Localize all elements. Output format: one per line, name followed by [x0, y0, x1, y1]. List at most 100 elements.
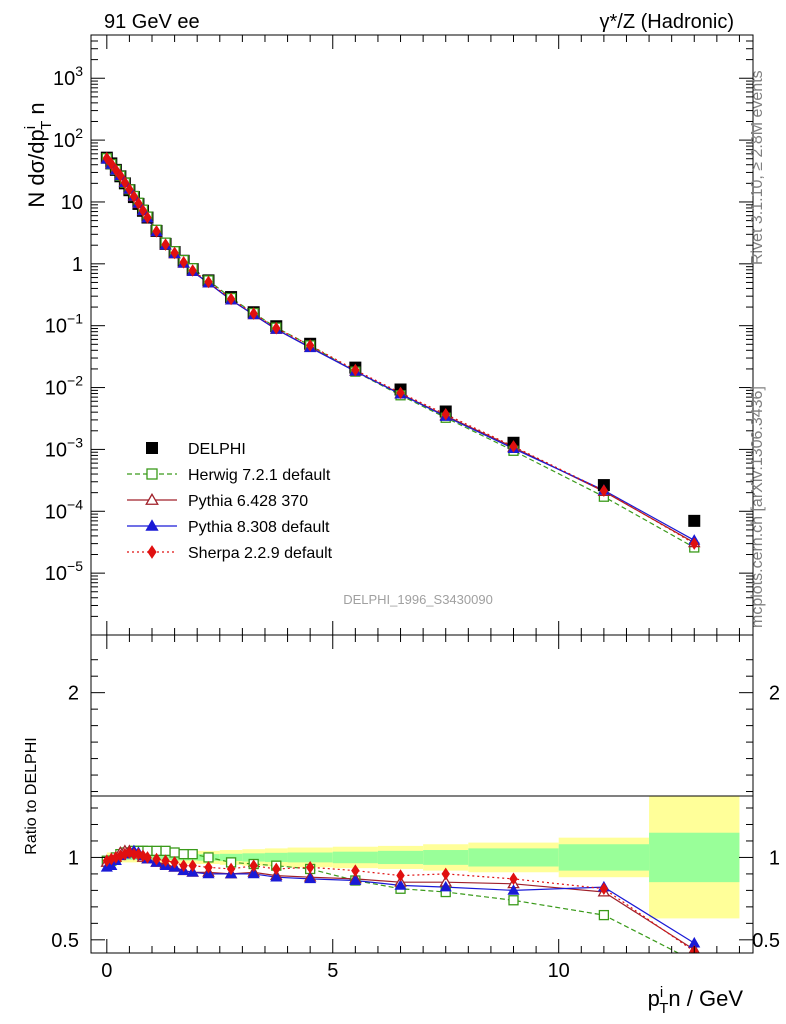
data-point — [599, 484, 609, 498]
right-title: γ*/Z (Hadronic) — [600, 11, 734, 33]
ratio-point — [247, 867, 260, 879]
x-tick-label: 10 — [548, 960, 570, 982]
ratio-point — [170, 856, 179, 869]
ratio-point — [508, 895, 519, 906]
stat-uncertainty-band — [242, 853, 265, 862]
data-point — [125, 183, 134, 196]
ratio-point — [509, 872, 518, 886]
ratio-frame — [90, 634, 754, 954]
data-point — [179, 255, 188, 269]
ratio-point — [169, 847, 180, 858]
data-point — [226, 292, 236, 306]
ratio-panel: 0.5 0.5 1 1 2 2 0 5 10 Ratio to DELPHI pi Tn / G… — [23, 634, 780, 1017]
ratio-point — [439, 880, 452, 892]
legend-label: Sherpa 2.2.9 default — [188, 545, 333, 562]
y-tick-label-right: 2 — [769, 683, 780, 705]
legend-marker — [145, 492, 159, 505]
ratio-point — [396, 869, 405, 882]
legend-label: Pythia 8.308 default — [188, 519, 330, 536]
y-tick-label: 103 — [53, 63, 83, 90]
main-y-axis: 10−5 10−4 10−3 10−2 10−1 1 10 102 103 — [45, 34, 753, 636]
main-x-ticks — [106, 35, 740, 635]
ratio-point — [305, 861, 315, 874]
data-point — [188, 264, 197, 277]
ratio-x-axis: 0 5 10 — [101, 635, 740, 982]
main-y-axis-label: N dσ/dpiT n — [22, 102, 55, 207]
ratio-point — [349, 874, 362, 885]
y-tick-label: 102 — [53, 125, 83, 152]
stat-uncertainty-band — [423, 850, 469, 865]
x-tick-label: 5 — [327, 960, 338, 982]
ratio-point — [178, 848, 189, 860]
ratio-point — [249, 859, 258, 872]
data-point — [690, 537, 699, 550]
stat-uncertainty-band — [649, 832, 740, 883]
y-tick-label: 1 — [68, 847, 79, 869]
legend-label: DELPHI — [188, 441, 246, 458]
main-series-markers — [100, 151, 701, 553]
y-tick-label: 10−3 — [45, 434, 83, 461]
ratio-point — [188, 859, 197, 872]
data-point — [170, 246, 179, 260]
data-point — [129, 190, 139, 203]
data-point — [152, 225, 161, 238]
left-title: 91 GeV ee — [104, 11, 200, 33]
ratio-point — [394, 879, 407, 890]
y-tick-label: 1 — [72, 254, 83, 276]
data-point — [441, 407, 450, 421]
ratio-point — [143, 851, 152, 864]
ratio-point — [187, 848, 198, 860]
data-point — [688, 514, 701, 527]
x-axis-label: pi Tn / GeV — [648, 984, 744, 1017]
ratio-point — [351, 864, 360, 877]
data-point — [116, 169, 125, 183]
y-tick-label: 10−5 — [45, 558, 83, 585]
ratio-point — [161, 854, 170, 868]
rivet-version-label: Rivet 3.1.10, ≥ 2.8M events — [749, 70, 766, 265]
y-tick-label: 0.5 — [51, 930, 79, 952]
legend-marker — [145, 519, 159, 531]
x-tick-label: 0 — [101, 960, 112, 982]
y-tick-label: 2 — [68, 683, 79, 705]
y-tick-label: 10−1 — [45, 311, 83, 338]
ratio-point — [179, 859, 188, 872]
data-point — [272, 321, 281, 335]
ratio-point — [304, 872, 317, 884]
ratio-y-axis-label: Ratio to DELPHI — [23, 737, 40, 854]
y-tick-label: 10 — [61, 192, 83, 214]
data-point — [161, 238, 170, 251]
stat-uncertainty-band — [377, 850, 424, 865]
mcplots-label: mcplots.cern.ch [arXiv:1306.3436] — [749, 386, 766, 628]
y-tick-label: 10−4 — [45, 496, 83, 523]
data-point — [351, 363, 360, 377]
stat-uncertainty-band — [152, 854, 175, 860]
ratio-point — [160, 845, 171, 856]
legend-marker — [146, 442, 158, 454]
ratio-point — [690, 957, 699, 966]
stat-uncertainty-band — [558, 844, 650, 871]
data-point — [143, 211, 152, 224]
data-point — [102, 151, 112, 165]
data-point — [249, 307, 258, 320]
data-point — [120, 176, 130, 189]
data-point — [305, 339, 315, 352]
ratio-point — [204, 861, 213, 874]
ratio-point — [507, 884, 520, 895]
data-point — [107, 157, 116, 171]
ratio-point — [441, 867, 450, 881]
stat-uncertainty-band — [332, 851, 378, 864]
legend: DELPHI Herwig 7.2.1 default Pythia 6.428 3… — [127, 441, 333, 562]
ratio-y-axis: 0.5 0.5 1 1 2 2 — [51, 659, 780, 952]
ratio-series-markers — [100, 844, 701, 966]
uncertainty-bands — [106, 796, 740, 919]
data-point — [138, 204, 148, 217]
ratio-point — [226, 862, 236, 876]
stat-uncertainty-band — [264, 852, 288, 863]
legend-marker — [146, 468, 158, 480]
legend-label: Pythia 6.428 370 — [188, 493, 308, 510]
legend-marker — [147, 545, 157, 559]
data-point — [204, 275, 213, 289]
y-tick-label-right: 1 — [769, 847, 780, 869]
ratio-point — [272, 862, 281, 876]
